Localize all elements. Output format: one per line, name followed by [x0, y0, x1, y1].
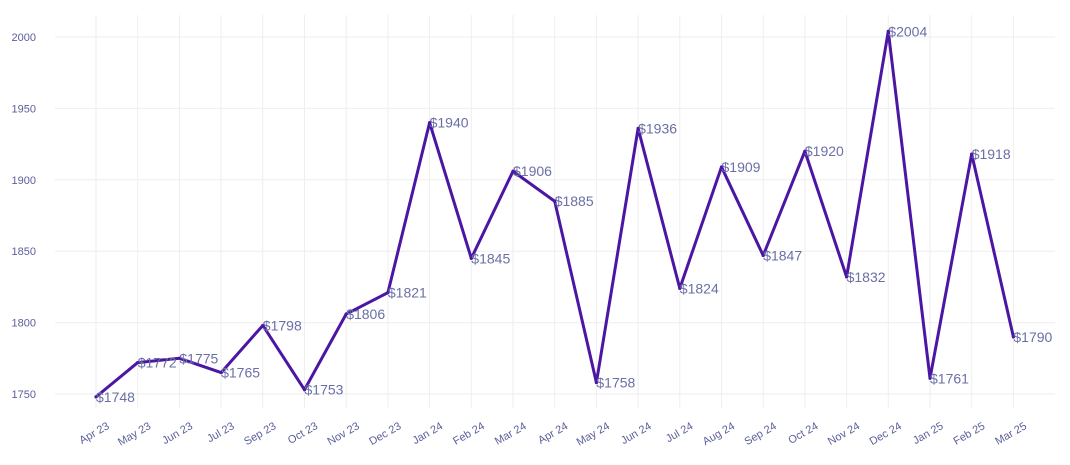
x-tick-label: Feb 25 [952, 420, 988, 448]
data-point [553, 199, 557, 203]
data-labels: $1748 $1772 $1775$1765 $1798 $1753 $1806$1821… [96, 23, 1053, 405]
data-point [594, 380, 599, 385]
data-point [344, 312, 348, 316]
data-label: $1845 [471, 250, 510, 266]
data-label: $1748 [96, 389, 135, 405]
x-tick-label: Dec 23 [367, 420, 403, 448]
x-tick-label: Dec 24 [868, 420, 904, 448]
data-point [845, 275, 849, 279]
x-tick-label: Jul 24 [664, 420, 695, 445]
x-tick-label: Jul 23 [205, 420, 236, 445]
x-tick-label: Jan 25 [911, 420, 946, 447]
data-point [219, 370, 223, 375]
y-tick-label: 1950 [12, 103, 36, 115]
data-label: $1772 [138, 355, 177, 371]
data-label: $1798 [263, 317, 302, 333]
series-layer [94, 29, 1016, 399]
x-tick-label: Nov 23 [326, 420, 362, 448]
x-tick-label: Nov 24 [826, 420, 862, 448]
x-tick-label: Jan 24 [410, 420, 445, 447]
x-tick-label: Apr 24 [536, 420, 570, 447]
data-point [177, 356, 181, 360]
x-tick-label: Oct 23 [286, 420, 320, 447]
data-point [302, 388, 307, 392]
data-point [386, 291, 390, 295]
y-tick-label: 1850 [12, 246, 36, 258]
x-tick-label: Apr 23 [77, 420, 111, 447]
data-label: $1940 [430, 115, 469, 131]
x-tick-label: Sep 23 [242, 420, 278, 448]
data-point [94, 395, 98, 399]
data-label: $1918 [972, 146, 1011, 162]
data-point [719, 165, 724, 169]
data-point [761, 253, 765, 258]
x-tick-label: May 23 [116, 420, 153, 448]
y-tick-label: 1750 [12, 389, 36, 401]
data-label: $1885 [555, 193, 594, 209]
y-tick-label: 2000 [12, 32, 36, 44]
data-label: $1906 [513, 163, 552, 179]
x-tick-label: Mar 25 [993, 420, 1029, 448]
data-label: $1832 [847, 269, 886, 285]
x-tick-label: Oct 24 [786, 420, 820, 447]
data-label: $1806 [346, 306, 385, 322]
data-label: $1936 [638, 120, 677, 136]
data-label: $1758 [596, 375, 635, 391]
x-tick-label: Feb 24 [451, 420, 487, 448]
data-label: $1761 [930, 370, 969, 386]
data-point [428, 121, 432, 125]
data-point [636, 126, 640, 130]
x-tick-label: May 24 [575, 420, 612, 448]
x-tick-label: Aug 24 [701, 420, 737, 448]
data-point [1011, 335, 1016, 339]
y-tick-label: 1800 [12, 318, 36, 330]
data-label: $1765 [221, 365, 260, 381]
grid [55, 15, 1055, 408]
data-label: $1753 [305, 382, 344, 398]
data-point [803, 149, 807, 153]
data-label: $1824 [680, 280, 719, 296]
x-tick-label: Mar 24 [493, 420, 529, 448]
x-axis-ticks: Apr 23 May 23 Jun 23 Jul 23 Sep 23 Oct 23 Nov … [77, 420, 1028, 448]
data-point [136, 360, 140, 365]
data-point [970, 152, 974, 156]
data-point [469, 256, 473, 260]
data-label: $1775 [179, 350, 218, 366]
data-label: $1847 [763, 247, 802, 263]
data-label: $1790 [1013, 329, 1052, 345]
data-label: $2004 [888, 23, 927, 39]
data-label: $1909 [722, 159, 761, 175]
data-point [511, 169, 515, 173]
x-tick-label: Jun 24 [619, 420, 654, 447]
y-axis-ticks: 1750 1800 1850 1900 1950 2000 [12, 32, 36, 401]
data-point [261, 323, 265, 328]
data-point [886, 29, 890, 33]
y-tick-label: 1900 [12, 175, 36, 187]
data-point [928, 376, 932, 380]
data-label: $1821 [388, 285, 427, 301]
x-tick-label: Sep 24 [742, 420, 778, 448]
data-point [678, 286, 682, 290]
data-label: $1920 [805, 143, 844, 159]
x-tick-label: Jun 23 [160, 420, 195, 447]
